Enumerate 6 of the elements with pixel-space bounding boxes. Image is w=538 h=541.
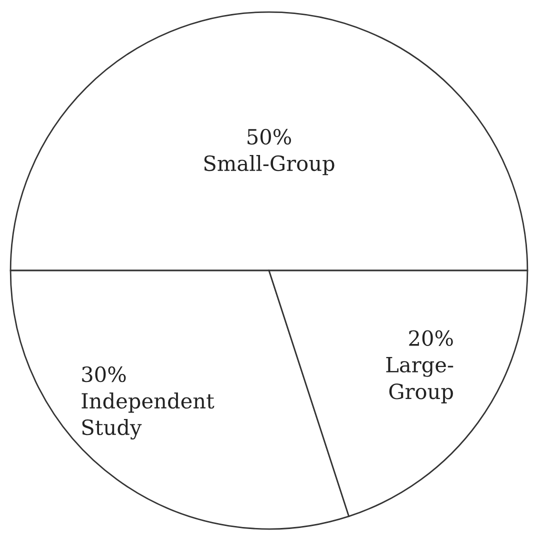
data-label: 30% xyxy=(82,366,126,382)
slice-label: Large-Group xyxy=(386,357,454,404)
slice-label: Small-Group xyxy=(204,154,334,176)
slice-label: Independent Study xyxy=(82,392,214,440)
data-label: 20% xyxy=(409,330,453,346)
data-label: 50% xyxy=(248,128,292,145)
